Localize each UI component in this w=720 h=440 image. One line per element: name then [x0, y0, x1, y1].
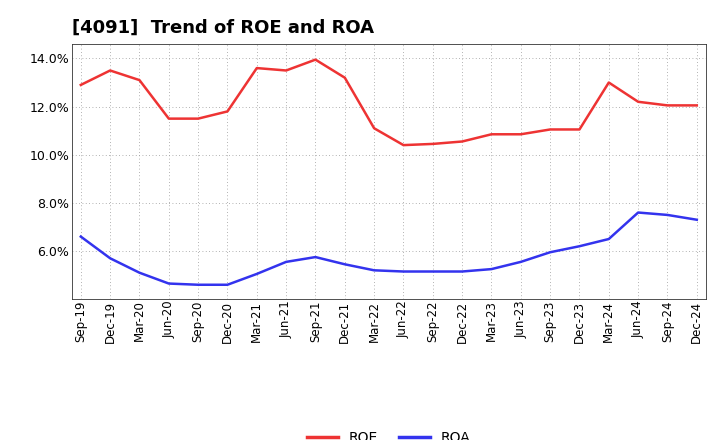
ROE	[164, 116, 173, 121]
ROE	[663, 103, 672, 108]
ROA	[458, 269, 467, 274]
ROA	[634, 210, 642, 215]
ROE	[194, 116, 202, 121]
ROE	[546, 127, 554, 132]
ROE	[458, 139, 467, 144]
ROE	[516, 132, 525, 137]
ROA	[135, 270, 144, 275]
ROA	[311, 254, 320, 260]
ROE	[253, 66, 261, 71]
ROE	[370, 126, 379, 131]
ROA	[693, 217, 701, 222]
ROA	[282, 259, 290, 264]
ROE	[282, 68, 290, 73]
ROE	[634, 99, 642, 104]
ROA	[223, 282, 232, 287]
ROE	[223, 109, 232, 114]
ROA	[399, 269, 408, 274]
ROA	[253, 271, 261, 277]
Line: ROA: ROA	[81, 213, 697, 285]
ROA	[164, 281, 173, 286]
ROA	[194, 282, 202, 287]
ROE	[428, 141, 437, 147]
ROA	[370, 268, 379, 273]
Text: [4091]  Trend of ROE and ROA: [4091] Trend of ROE and ROA	[72, 19, 374, 37]
Line: ROE: ROE	[81, 60, 697, 145]
ROE	[76, 82, 85, 88]
Legend: ROE, ROA: ROE, ROA	[302, 425, 476, 440]
ROE	[399, 143, 408, 148]
ROA	[663, 212, 672, 217]
ROA	[487, 267, 496, 272]
ROA	[106, 256, 114, 261]
ROA	[575, 244, 584, 249]
ROE	[487, 132, 496, 137]
ROE	[575, 127, 584, 132]
ROE	[605, 80, 613, 85]
ROA	[516, 259, 525, 264]
ROA	[428, 269, 437, 274]
ROA	[76, 234, 85, 239]
ROA	[341, 262, 349, 267]
ROA	[605, 236, 613, 242]
ROE	[135, 77, 144, 83]
ROE	[311, 57, 320, 62]
ROE	[106, 68, 114, 73]
ROE	[693, 103, 701, 108]
ROE	[341, 75, 349, 81]
ROA	[546, 249, 554, 255]
